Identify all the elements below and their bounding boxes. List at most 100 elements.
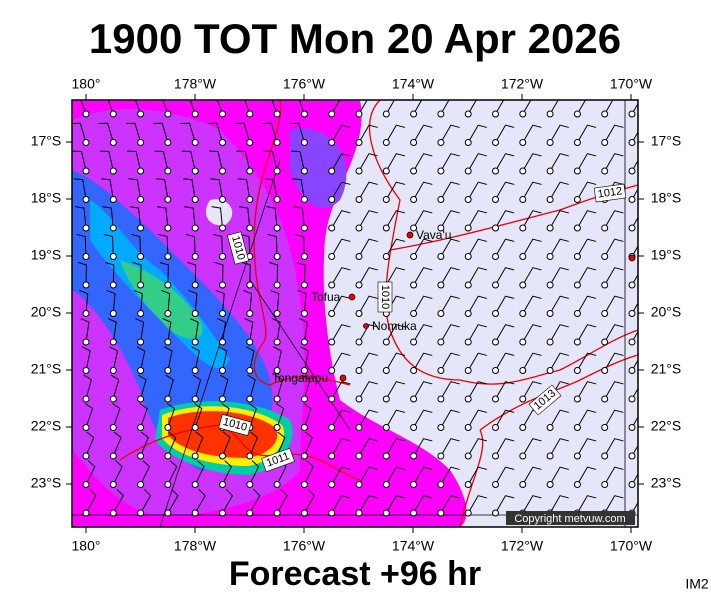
wind-barb <box>385 153 406 172</box>
wind-barb <box>413 495 433 514</box>
station <box>519 281 527 289</box>
wind-barb <box>522 438 542 457</box>
station <box>410 167 418 175</box>
wind-barb <box>495 324 515 343</box>
station <box>355 310 363 317</box>
wind-barb <box>331 100 341 115</box>
wind-barb <box>73 178 87 200</box>
wind-barb <box>604 124 624 143</box>
wind-barb <box>85 460 96 485</box>
wind-barb <box>440 438 460 457</box>
wind-barb <box>303 403 312 428</box>
station <box>492 224 499 232</box>
wind-barb <box>331 181 351 200</box>
wind-barb <box>129 206 142 229</box>
station <box>464 509 472 517</box>
station <box>137 395 145 403</box>
wind-barb <box>358 324 378 343</box>
wind-barb <box>167 431 177 457</box>
wind-barb <box>576 181 597 200</box>
wind-barb <box>112 460 123 485</box>
station <box>437 167 445 175</box>
lon-label: 174°W <box>392 76 435 92</box>
wind-barb <box>210 178 223 200</box>
station <box>410 281 418 289</box>
station <box>519 224 527 232</box>
wind-barb <box>467 124 488 143</box>
wind-barb <box>331 124 351 143</box>
station <box>273 139 281 146</box>
wind-barb <box>235 122 251 143</box>
wind-barb <box>631 387 638 400</box>
wind-barb <box>244 100 251 115</box>
station <box>273 167 281 175</box>
station <box>300 253 308 260</box>
station <box>573 452 581 460</box>
wind-barb <box>467 267 488 286</box>
station <box>219 481 226 488</box>
wind-barb <box>495 409 515 428</box>
lon-label: 170°W <box>610 76 653 92</box>
station <box>300 367 308 374</box>
station <box>573 253 581 260</box>
station <box>164 338 172 346</box>
station <box>546 310 554 317</box>
wind-barb <box>135 318 145 343</box>
wind-barb <box>440 210 460 229</box>
wind-barb <box>290 150 305 172</box>
station <box>300 338 308 346</box>
station <box>273 253 281 260</box>
wind-barb <box>358 100 368 115</box>
wind-barb <box>140 460 151 485</box>
wind-barb <box>222 431 231 457</box>
station <box>601 167 609 175</box>
station <box>109 139 117 146</box>
station <box>492 310 499 317</box>
wind-barb <box>467 495 488 514</box>
station <box>82 224 90 232</box>
station <box>328 395 336 403</box>
lat-label: 22°S <box>651 418 682 434</box>
station <box>273 196 281 203</box>
station <box>328 196 336 203</box>
station <box>300 281 308 289</box>
wind-barb <box>440 295 460 314</box>
wind-barb <box>440 124 460 143</box>
station <box>191 452 199 460</box>
station <box>191 110 199 118</box>
wind-barb <box>128 178 142 200</box>
wind-barb <box>242 289 253 314</box>
wind-barb <box>576 124 597 143</box>
wind-barb <box>245 346 255 371</box>
station <box>437 395 445 403</box>
wind-barb <box>522 210 542 229</box>
wind-barb <box>240 233 251 257</box>
lat-label: 19°S <box>31 247 62 263</box>
station <box>464 167 472 175</box>
station <box>464 395 472 403</box>
station <box>164 224 172 232</box>
wind-barb <box>413 466 433 485</box>
wind-barb <box>105 261 115 286</box>
station <box>492 139 499 146</box>
station <box>82 367 90 374</box>
station <box>273 395 281 403</box>
wind-barb <box>358 153 378 172</box>
station <box>219 338 226 346</box>
station <box>573 338 581 346</box>
station <box>109 424 117 431</box>
station <box>464 253 472 260</box>
wind-barb <box>604 352 624 371</box>
station <box>219 452 226 460</box>
wind-barb <box>140 431 149 457</box>
wind-barb <box>413 153 433 172</box>
station <box>164 424 172 431</box>
wind-barb <box>358 352 378 371</box>
wind-barb <box>125 122 142 143</box>
wind-barb <box>495 153 515 172</box>
wind-barb <box>576 267 597 286</box>
wind-barb <box>467 153 488 172</box>
wind-barb <box>167 488 179 514</box>
station <box>82 253 90 260</box>
wind-barb <box>495 352 515 371</box>
